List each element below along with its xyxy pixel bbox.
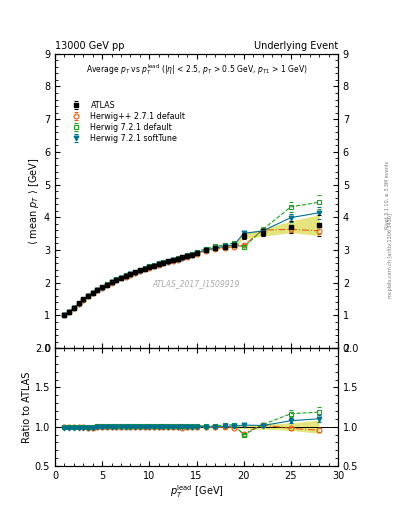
Text: Rivet 3.1.10, ≥ 3.3M events: Rivet 3.1.10, ≥ 3.3M events: [385, 160, 390, 229]
Y-axis label: Ratio to ATLAS: Ratio to ATLAS: [22, 371, 32, 443]
Text: Underlying Event: Underlying Event: [254, 41, 338, 51]
Text: mcplots.cern.ch [arXiv:1306.3436]: mcplots.cern.ch [arXiv:1306.3436]: [387, 214, 393, 298]
Legend: ATLAS, Herwig++ 2.7.1 default, Herwig 7.2.1 default, Herwig 7.2.1 softTune: ATLAS, Herwig++ 2.7.1 default, Herwig 7.…: [65, 99, 187, 144]
Text: 13000 GeV pp: 13000 GeV pp: [55, 41, 125, 51]
X-axis label: $p_T^{\rm lead}$ [GeV]: $p_T^{\rm lead}$ [GeV]: [170, 483, 223, 500]
Text: ATLAS_2017_I1509919: ATLAS_2017_I1509919: [153, 279, 240, 288]
Y-axis label: $\langle$ mean $p_T$ $\rangle$ [GeV]: $\langle$ mean $p_T$ $\rangle$ [GeV]: [27, 157, 41, 245]
Text: Average $p_T$ vs $p_T^{\rm lead}$ ($|\eta|$ < 2.5, $p_T$ > 0.5 GeV, $p_{T1}$ > 1: Average $p_T$ vs $p_T^{\rm lead}$ ($|\et…: [86, 62, 307, 77]
